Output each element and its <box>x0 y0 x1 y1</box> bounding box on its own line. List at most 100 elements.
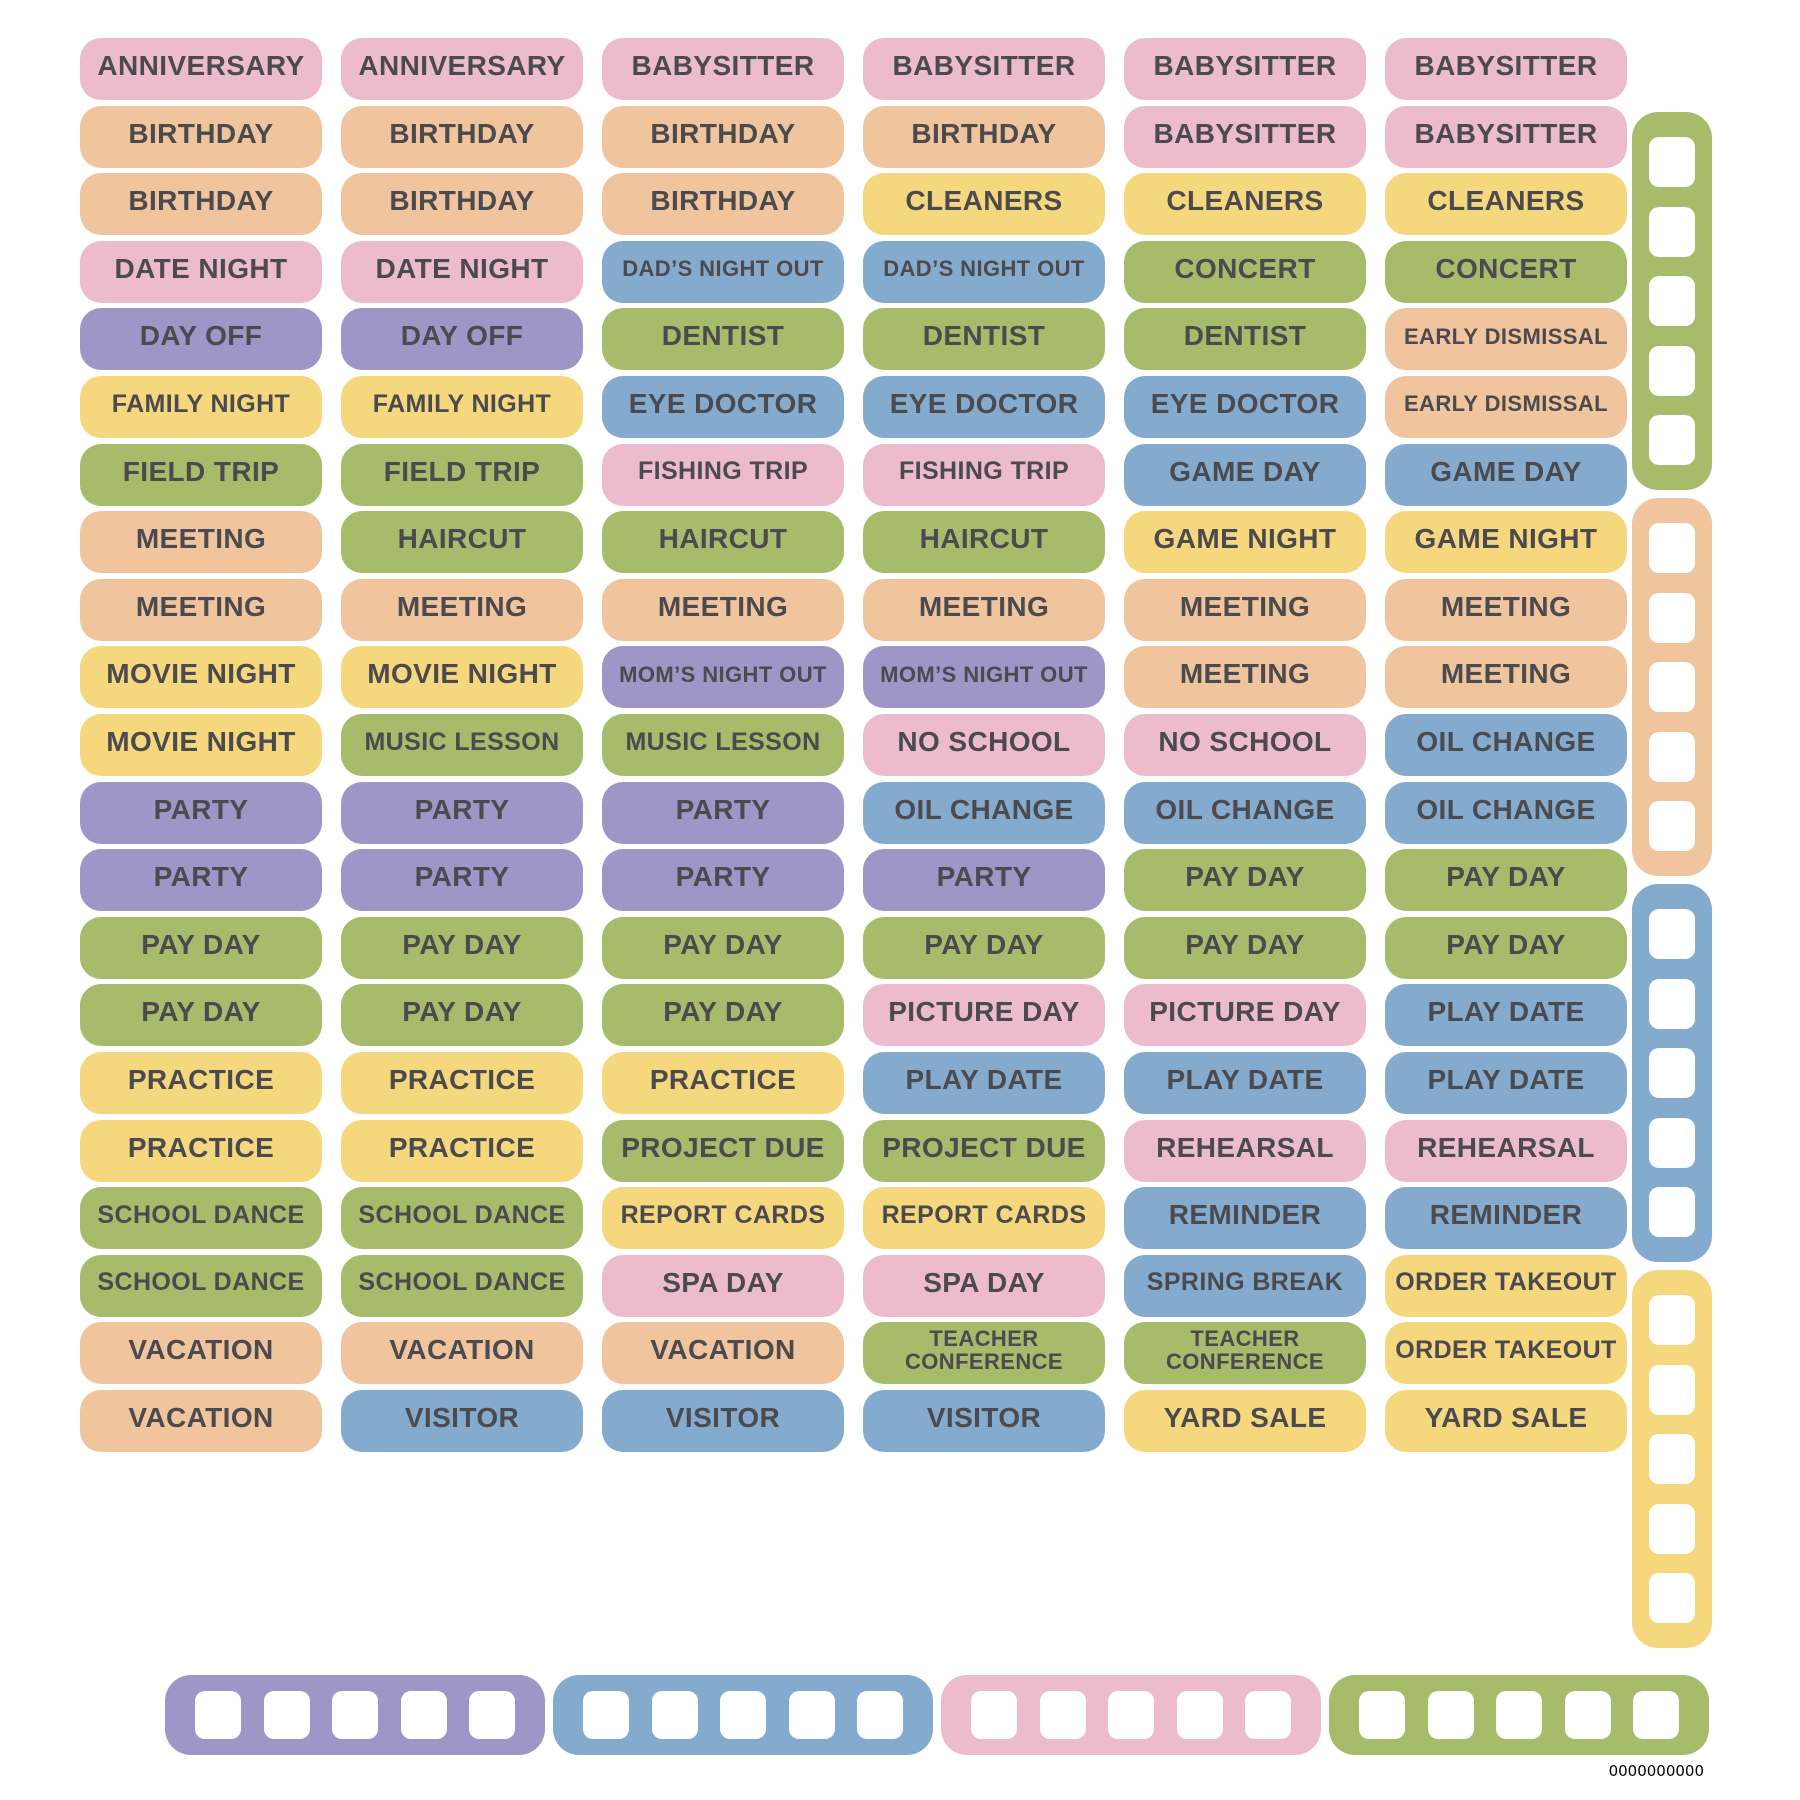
sticker-label: BABYSITTER <box>1385 105 1627 168</box>
sticker-label: TEACHER CONFERENCE <box>863 1322 1105 1385</box>
punch-square <box>1649 978 1695 1029</box>
punch-square <box>1649 1503 1695 1554</box>
sticker-label: EYE DOCTOR <box>1124 375 1366 438</box>
punch-square <box>1176 1691 1223 1739</box>
sticker-label: PARTY <box>602 781 844 844</box>
sticker-label: REPORT CARDS <box>863 1187 1105 1250</box>
sticker-grid: ANNIVERSARY ANNIVERSARY BABYSITTER BABYSITT… <box>80 38 1627 1452</box>
sticker-label: PAY DAY <box>602 916 844 979</box>
sticker-label: MOVIE NIGHT <box>341 646 583 709</box>
sticker-label: BIRTHDAY <box>80 173 322 236</box>
sticker-label: MEETING <box>602 578 844 641</box>
sticker-label: PARTY <box>80 849 322 912</box>
punch-square <box>195 1691 241 1739</box>
sticker-label: SCHOOL DANCE <box>80 1254 322 1317</box>
sticker-label: VACATION <box>80 1322 322 1385</box>
barcode-number: 0000000000 <box>1608 1762 1704 1780</box>
sticker-label: PLAY DATE <box>1385 984 1627 1047</box>
sticker-label: PRACTICE <box>80 1119 322 1182</box>
punch-square <box>1649 731 1695 782</box>
sticker-label: NO SCHOOL <box>863 713 1105 776</box>
sticker-label: DATE NIGHT <box>80 240 322 303</box>
sticker-label: PARTY <box>341 781 583 844</box>
sticker-label: ORDER TAKEOUT <box>1385 1254 1627 1317</box>
sticker-label: PRACTICE <box>341 1119 583 1182</box>
sticker-label: BABYSITTER <box>1385 38 1627 100</box>
sticker-label: ORDER TAKEOUT <box>1385 1322 1627 1385</box>
punch-square <box>1649 206 1695 257</box>
sticker-label: PAY DAY <box>341 916 583 979</box>
punch-square <box>400 1691 447 1739</box>
punch-square <box>1649 415 1695 465</box>
sticker-label: ANNIVERSARY <box>80 38 322 100</box>
sticker-label: MEETING <box>1124 646 1366 709</box>
sticker-label: BIRTHDAY <box>602 173 844 236</box>
punch-square <box>1649 1364 1695 1415</box>
sticker-label: MOVIE NIGHT <box>80 713 322 776</box>
sticker-label: BABYSITTER <box>1124 38 1366 100</box>
sticker-label: FAMILY NIGHT <box>80 375 322 438</box>
sticker-label: GAME NIGHT <box>1124 511 1366 574</box>
sticker-label: BABYSITTER <box>863 38 1105 100</box>
sticker-label: EARLY DISMISSAL <box>1385 375 1627 438</box>
sticker-label: DENTIST <box>602 308 844 371</box>
sticker-label: PARTY <box>863 849 1105 912</box>
punch-square <box>1649 276 1695 326</box>
punch-square <box>1039 1691 1086 1739</box>
punch-square <box>1649 1117 1695 1168</box>
sticker-label: PRACTICE <box>341 1051 583 1114</box>
punch-strip-segment <box>1632 498 1712 876</box>
punch-square <box>263 1691 310 1739</box>
sticker-label: VACATION <box>341 1322 583 1385</box>
sticker-label: REMINDER <box>1385 1187 1627 1250</box>
sticker-label: FAMILY NIGHT <box>341 375 583 438</box>
sticker-label: FISHING TRIP <box>863 443 1105 506</box>
sticker-label: PLAY DATE <box>1385 1051 1627 1114</box>
sticker-label: DENTIST <box>863 308 1105 371</box>
sticker-label: GAME DAY <box>1124 443 1366 506</box>
punch-square <box>1633 1691 1679 1739</box>
sticker-label: MEETING <box>341 578 583 641</box>
sticker-label: MUSIC LESSON <box>341 713 583 776</box>
sticker-label: OIL CHANGE <box>1385 713 1627 776</box>
sticker-label: OIL CHANGE <box>1385 781 1627 844</box>
sticker-label: MEETING <box>1124 578 1366 641</box>
sticker-label: VACATION <box>80 1389 322 1452</box>
sticker-label: PICTURE DAY <box>863 984 1105 1047</box>
bottom-punch-strip <box>165 1675 1709 1755</box>
right-punch-strip <box>1632 112 1712 1648</box>
sticker-label: DENTIST <box>1124 308 1366 371</box>
punch-square <box>651 1691 698 1739</box>
sticker-label: BABYSITTER <box>1124 105 1366 168</box>
sticker-label: YARD SALE <box>1124 1389 1366 1452</box>
sticker-label: MEETING <box>80 511 322 574</box>
sticker-label: EYE DOCTOR <box>863 375 1105 438</box>
sticker-label: SCHOOL DANCE <box>341 1254 583 1317</box>
sticker-label: CLEANERS <box>863 173 1105 236</box>
sticker-label: MEETING <box>80 578 322 641</box>
sticker-label: REMINDER <box>1124 1187 1366 1250</box>
punch-square <box>1245 1691 1291 1739</box>
punch-strip-segment <box>1632 1270 1712 1648</box>
sticker-label: HAIRCUT <box>341 511 583 574</box>
punch-strip-segment <box>1329 1675 1709 1755</box>
sticker-label: BIRTHDAY <box>341 105 583 168</box>
sticker-label: FIELD TRIP <box>80 443 322 506</box>
sticker-label: HAIRCUT <box>602 511 844 574</box>
sticker-label: EARLY DISMISSAL <box>1385 308 1627 371</box>
punch-square <box>971 1691 1017 1739</box>
sticker-label: PLAY DATE <box>863 1051 1105 1114</box>
sticker-label: PLAY DATE <box>1124 1051 1366 1114</box>
sticker-label: ANNIVERSARY <box>341 38 583 100</box>
punch-square <box>469 1691 515 1739</box>
punch-square <box>1649 137 1695 187</box>
sticker-label: PAY DAY <box>341 984 583 1047</box>
punch-square <box>332 1691 378 1739</box>
sticker-label: VISITOR <box>602 1389 844 1452</box>
sticker-label: PARTY <box>80 781 322 844</box>
sticker-label: DAD’S NIGHT OUT <box>602 240 844 303</box>
sticker-label: PAY DAY <box>80 916 322 979</box>
sticker-label: SPRING BREAK <box>1124 1254 1366 1317</box>
punch-square <box>1427 1691 1474 1739</box>
punch-square <box>1649 662 1695 712</box>
